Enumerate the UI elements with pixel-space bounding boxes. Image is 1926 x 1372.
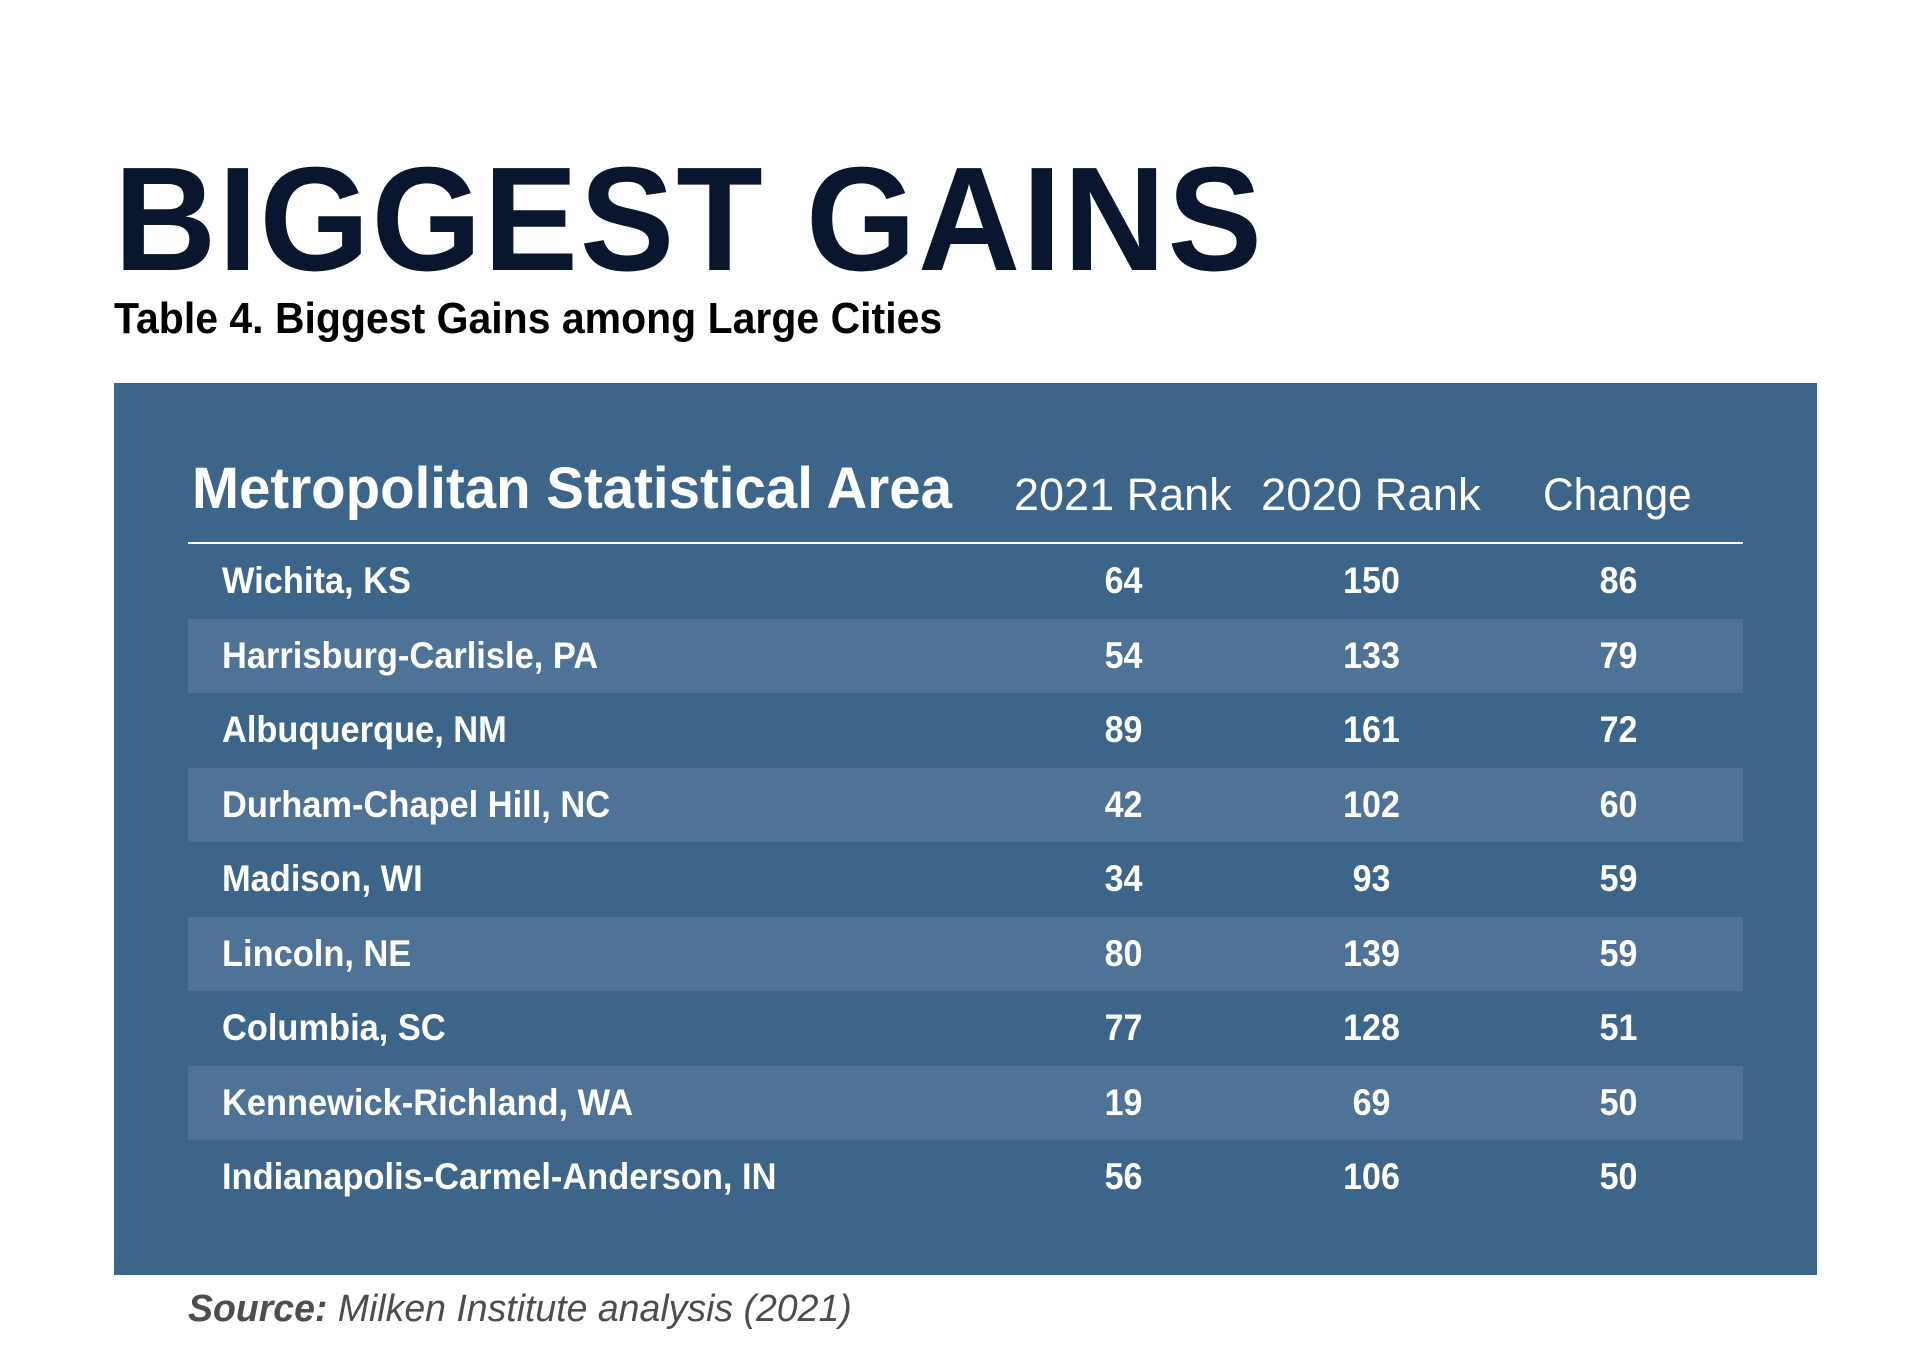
cell-change: 79 [1599,634,1638,676]
cell-2021-rank: 19 [1104,1081,1143,1123]
source-note: Source: Milken Institute analysis (2021) [188,1290,852,1328]
cell-2021-rank: 64 [1104,560,1143,601]
cell-2021-rank: 80 [1104,932,1143,974]
cell-2020-rank: 102 [1343,783,1400,825]
table-row: Columbia, SC 77 128 51 [188,991,1743,1066]
data-table: Metropolitan Statistical Area 2021 Rank … [114,383,1817,1275]
cell-2020-rank: 128 [1343,1007,1400,1048]
table-row: Harrisburg-Carlisle, PA 54 133 79 [188,618,1743,693]
cell-2021-rank: 42 [1104,783,1143,825]
cell-2020-rank: 69 [1352,1081,1391,1123]
cell-2021-rank: 54 [1104,634,1143,676]
cell-2020-rank: 161 [1343,709,1400,750]
table-row: Kennewick-Richland, WA 19 69 50 [188,1065,1743,1140]
table-caption: Table 4. Biggest Gains among Large Citie… [114,294,943,343]
cell-metropolitan-area: Kennewick-Richland, WA [222,1081,634,1123]
cell-2021-rank: 34 [1104,858,1143,899]
cell-change: 50 [1599,1081,1638,1123]
cell-metropolitan-area: Durham-Chapel Hill, NC [222,783,611,825]
page-title: BIGGEST GAINS [114,137,1264,303]
table-row: Madison, WI 34 93 59 [188,842,1743,917]
source-text: Milken Institute analysis (2021) [327,1288,852,1330]
cell-metropolitan-area: Albuquerque, NM [222,709,507,750]
cell-metropolitan-area: Harrisburg-Carlisle, PA [222,634,599,676]
source-label: Source: [188,1288,328,1330]
cell-2021-rank: 56 [1104,1156,1143,1197]
cell-2020-rank: 150 [1343,560,1400,601]
cell-2020-rank: 139 [1343,932,1400,974]
cell-2020-rank: 133 [1343,634,1400,676]
cell-2020-rank: 93 [1352,858,1391,899]
column-header-change: Change [1543,469,1692,520]
cell-metropolitan-area: Wichita, KS [222,560,411,601]
cell-metropolitan-area: Madison, WI [222,858,423,899]
table-row: Indianapolis-Carmel-Anderson, IN 56 106 50 [188,1140,1743,1215]
column-header-metropolitan-area: Metropolitan Statistical Area [192,456,953,521]
cell-change: 60 [1599,783,1638,825]
cell-metropolitan-area: Columbia, SC [222,1007,446,1048]
column-header-2020-rank: 2020 Rank [1261,469,1481,520]
table-body: Wichita, KS 64 150 86 Harrisburg-Carlisle, P… [188,544,1743,1215]
cell-change: 51 [1599,1007,1638,1048]
table-row: Durham-Chapel Hill, NC 42 102 60 [188,767,1743,842]
cell-change: 50 [1599,1156,1638,1197]
table-row: Lincoln, NE 80 139 59 [188,916,1743,991]
header-divider [188,542,1743,544]
table-row: Wichita, KS 64 150 86 [188,544,1743,619]
cell-2020-rank: 106 [1343,1156,1400,1197]
table-row: Albuquerque, NM 89 161 72 [188,693,1743,768]
cell-change: 86 [1599,560,1638,601]
cell-2021-rank: 77 [1104,1007,1143,1048]
cell-metropolitan-area: Indianapolis-Carmel-Anderson, IN [222,1156,777,1197]
cell-change: 72 [1599,709,1638,750]
cell-metropolitan-area: Lincoln, NE [222,932,412,974]
cell-change: 59 [1599,932,1638,974]
cell-2021-rank: 89 [1104,709,1143,750]
cell-change: 59 [1599,858,1638,899]
column-header-2021-rank: 2021 Rank [1014,469,1232,520]
